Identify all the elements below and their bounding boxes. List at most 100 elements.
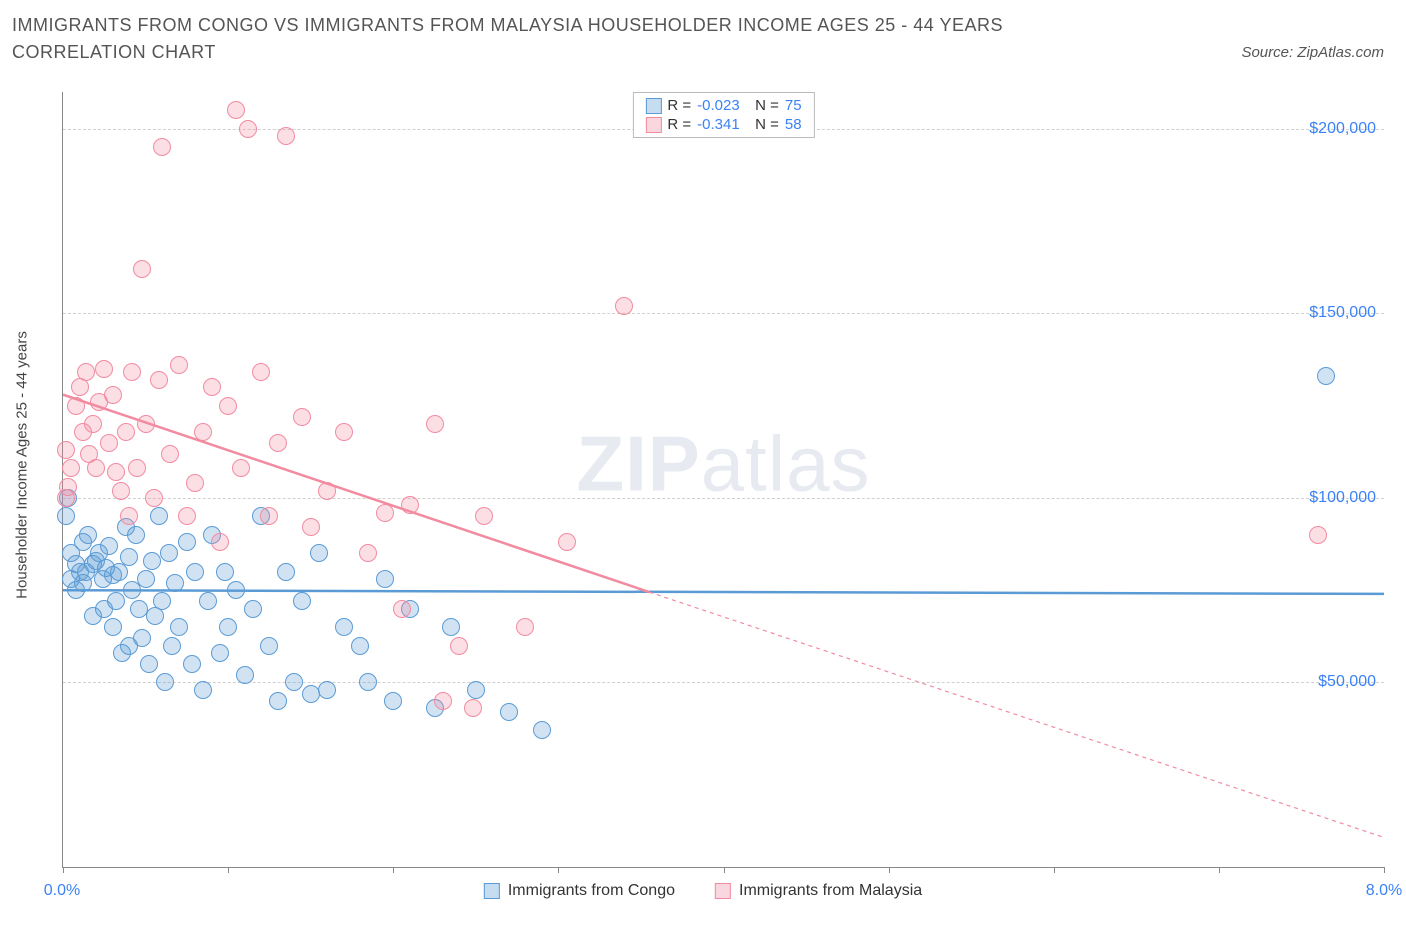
data-point: [100, 434, 118, 452]
legend-swatch: [645, 117, 661, 133]
n-value: 58: [785, 116, 802, 133]
y-axis-label: Householder Income Ages 25 - 44 years: [14, 331, 31, 599]
r-label: R =: [667, 97, 691, 114]
trend-lines: [63, 92, 1384, 867]
data-point: [95, 360, 113, 378]
data-point: [67, 397, 85, 415]
data-point: [252, 363, 270, 381]
data-point: [87, 459, 105, 477]
data-point: [376, 504, 394, 522]
data-point: [426, 415, 444, 433]
data-point: [133, 260, 151, 278]
data-point: [153, 138, 171, 156]
data-point: [434, 692, 452, 710]
data-point: [133, 629, 151, 647]
data-point: [351, 637, 369, 655]
x-tick-label: 8.0%: [1366, 882, 1402, 900]
data-point: [79, 526, 97, 544]
data-point: [244, 600, 262, 618]
data-point: [277, 563, 295, 581]
data-point: [156, 673, 174, 691]
data-point: [186, 474, 204, 492]
data-point: [211, 533, 229, 551]
data-point: [376, 570, 394, 588]
data-point: [335, 423, 353, 441]
data-point: [269, 692, 287, 710]
x-tick-mark: [1219, 867, 1220, 873]
chart-title: IMMIGRANTS FROM CONGO VS IMMIGRANTS FROM…: [12, 12, 1112, 66]
data-point: [123, 363, 141, 381]
data-point: [277, 127, 295, 145]
data-point: [100, 537, 118, 555]
data-point: [170, 618, 188, 636]
data-point: [211, 644, 229, 662]
data-point: [150, 507, 168, 525]
data-point: [302, 518, 320, 536]
data-point: [140, 655, 158, 673]
data-point: [558, 533, 576, 551]
data-point: [239, 120, 257, 138]
data-point: [137, 570, 155, 588]
data-point: [475, 507, 493, 525]
x-tick-label: 0.0%: [44, 882, 80, 900]
data-point: [120, 548, 138, 566]
data-point: [401, 496, 419, 514]
data-point: [194, 681, 212, 699]
source-label: Source: ZipAtlas.com: [1241, 44, 1384, 61]
n-value: 75: [785, 97, 802, 114]
data-point: [178, 507, 196, 525]
data-point: [143, 552, 161, 570]
data-point: [153, 592, 171, 610]
data-point: [107, 592, 125, 610]
data-point: [130, 600, 148, 618]
plot-area: ZIPatlas R =-0.023N =75R =-0.341N =58 $5…: [62, 92, 1384, 868]
data-point: [467, 681, 485, 699]
series-legend: Immigrants from Congo Immigrants from Mal…: [484, 882, 922, 900]
data-point: [219, 618, 237, 636]
data-point: [150, 371, 168, 389]
watermark-light: atlas: [701, 420, 871, 508]
data-point: [59, 478, 77, 496]
data-point: [57, 441, 75, 459]
legend-item: Immigrants from Congo: [484, 882, 675, 900]
legend-label: Immigrants from Malaysia: [739, 882, 922, 900]
data-point: [127, 526, 145, 544]
data-point: [137, 415, 155, 433]
data-point: [194, 423, 212, 441]
data-point: [183, 655, 201, 673]
n-label: N =: [755, 116, 779, 133]
y-tick-label: $200,000: [1309, 120, 1376, 138]
y-tick-label: $150,000: [1309, 304, 1376, 322]
data-point: [166, 574, 184, 592]
data-point: [219, 397, 237, 415]
data-point: [516, 618, 534, 636]
x-tick-mark: [889, 867, 890, 873]
data-point: [442, 618, 460, 636]
data-point: [227, 581, 245, 599]
legend-item: Immigrants from Malaysia: [715, 882, 922, 900]
data-point: [302, 685, 320, 703]
data-point: [199, 592, 217, 610]
data-point: [178, 533, 196, 551]
data-point: [260, 637, 278, 655]
data-point: [161, 445, 179, 463]
r-label: R =: [667, 116, 691, 133]
y-tick-label: $100,000: [1309, 489, 1376, 507]
data-point: [318, 681, 336, 699]
data-point: [120, 507, 138, 525]
x-tick-mark: [228, 867, 229, 873]
legend-swatch: [715, 883, 731, 899]
data-point: [293, 592, 311, 610]
data-point: [260, 507, 278, 525]
data-point: [236, 666, 254, 684]
data-point: [615, 297, 633, 315]
data-point: [1309, 526, 1327, 544]
gridline: [63, 313, 1384, 314]
legend-row: R =-0.023N =75: [633, 96, 813, 115]
legend-label: Immigrants from Congo: [508, 882, 675, 900]
x-tick-mark: [558, 867, 559, 873]
data-point: [216, 563, 234, 581]
data-point: [318, 482, 336, 500]
r-value: -0.341: [697, 116, 749, 133]
x-tick-mark: [724, 867, 725, 873]
